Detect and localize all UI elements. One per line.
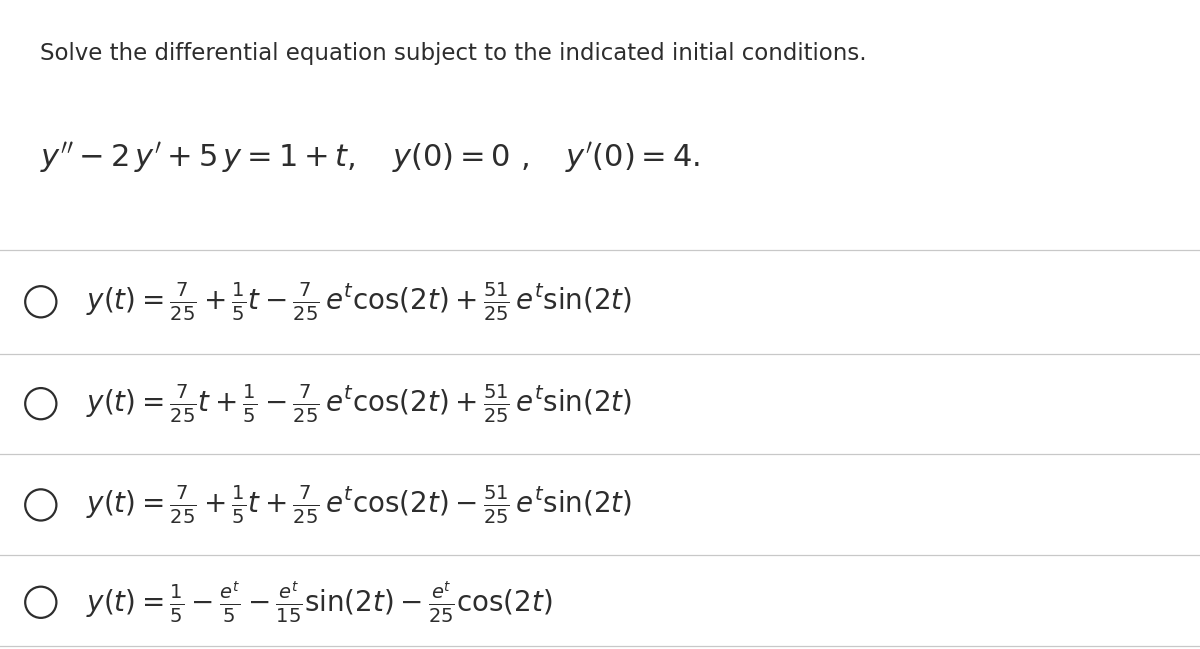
Text: $y(t) = \frac{1}{5} - \frac{e^t}{5} - \frac{e^t}{15}\sin(2t) - \frac{e^t}{25}\co: $y(t) = \frac{1}{5} - \frac{e^t}{5} - \f… [86,580,553,625]
Text: $y(t) = \frac{7}{25}t + \frac{1}{5} - \frac{7}{25}\, e^t \cos(2t) + \frac{51}{25: $y(t) = \frac{7}{25}t + \frac{1}{5} - \f… [86,383,632,424]
Text: $y(t) = \frac{7}{25} + \frac{1}{5}t + \frac{7}{25}\, e^t \cos(2t) - \frac{51}{25: $y(t) = \frac{7}{25} + \frac{1}{5}t + \f… [86,484,632,526]
Text: Solve the differential equation subject to the indicated initial conditions.: Solve the differential equation subject … [40,42,866,65]
Text: $y'' - 2\,y' + 5\,y = 1 + t,$$\quad y(0) = 0\ ,\quad y'(0) = 4.$: $y'' - 2\,y' + 5\,y = 1 + t,$$\quad y(0)… [40,140,700,175]
Text: $y(t) = \frac{7}{25} + \frac{1}{5}t - \frac{7}{25}\, e^t \cos(2t) + \frac{51}{25: $y(t) = \frac{7}{25} + \frac{1}{5}t - \f… [86,281,632,323]
